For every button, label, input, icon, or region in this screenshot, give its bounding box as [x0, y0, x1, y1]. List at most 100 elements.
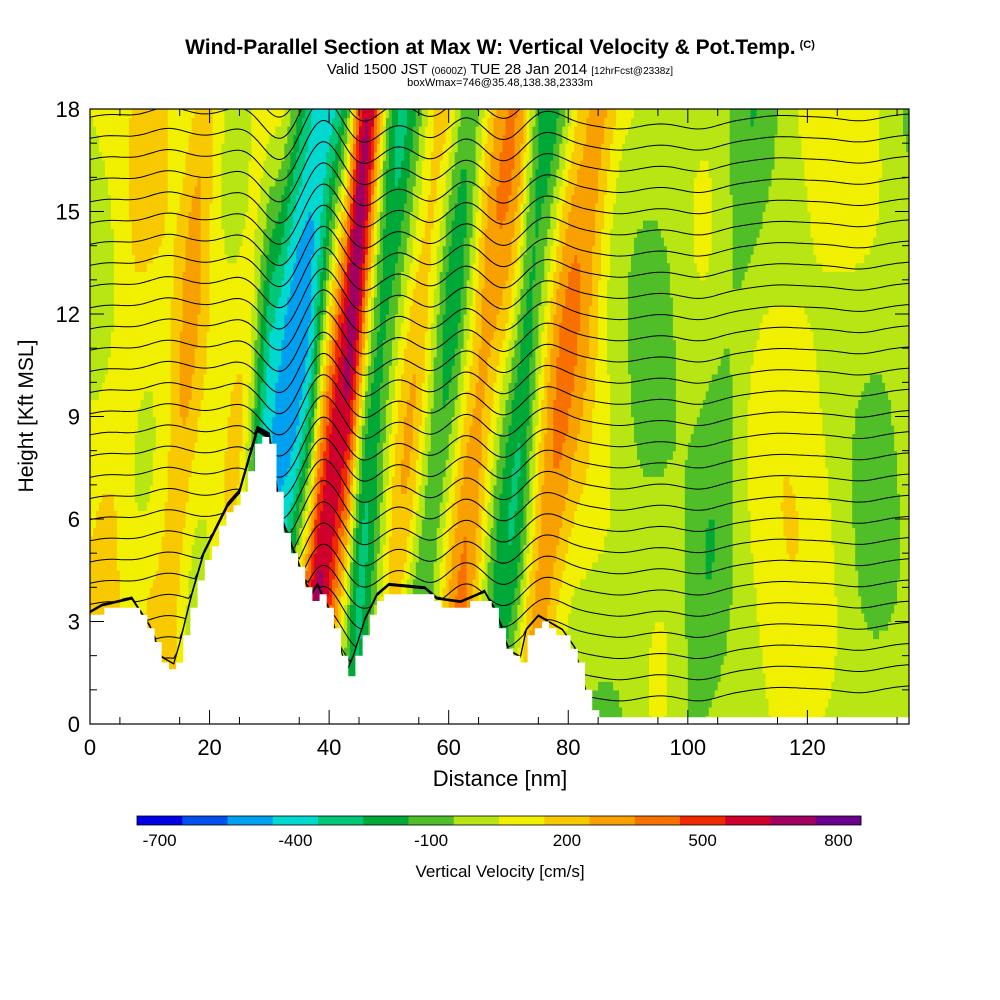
velocity-cell [669, 630, 674, 640]
velocity-cell [882, 638, 886, 648]
velocity-cell [628, 638, 632, 648]
velocity-cell [744, 604, 749, 614]
velocity-cell [906, 672, 909, 682]
velocity-cell [903, 655, 907, 665]
velocity-cell [571, 638, 575, 648]
velocity-cell [816, 655, 820, 665]
velocity-cell [744, 613, 749, 623]
velocity-cell [870, 595, 874, 605]
copyright-mark: (C) [799, 39, 815, 51]
velocity-cell [601, 630, 605, 640]
velocity-cell [885, 689, 889, 699]
velocity-cell [589, 621, 593, 631]
velocity-cell [583, 595, 587, 605]
velocity-cell [798, 672, 802, 682]
velocity-cell [128, 595, 133, 605]
velocity-cell [741, 689, 746, 699]
velocity-cell [825, 672, 829, 682]
velocity-cell [750, 621, 755, 631]
velocity-cell [861, 698, 865, 708]
velocity-cell [660, 647, 665, 657]
velocity-cell [900, 672, 904, 682]
velocity-cell [365, 604, 369, 614]
velocity-cell [705, 638, 710, 648]
velocity-cell [134, 595, 139, 605]
velocity-cell [601, 647, 605, 657]
velocity-cell [840, 689, 844, 699]
velocity-cell [732, 681, 737, 691]
velocity-cell [852, 664, 856, 674]
velocity-cell [705, 621, 710, 631]
velocity-cell [741, 587, 746, 597]
velocity-cell [828, 587, 832, 597]
velocity-cell [326, 595, 330, 605]
velocity-cell [855, 604, 859, 614]
velocity-cell [858, 638, 862, 648]
velocity-cell [861, 587, 865, 597]
velocity-cell [738, 681, 743, 691]
velocity-cell [807, 647, 811, 657]
velocity-cell [717, 698, 722, 708]
velocity-cell [891, 630, 895, 640]
velocity-cell [852, 595, 856, 605]
velocity-cell [687, 664, 692, 674]
velocity-cell [900, 647, 904, 657]
velocity-cell [804, 621, 808, 631]
velocity-cell [666, 638, 671, 648]
velocity-cell [173, 613, 178, 623]
velocity-cell [634, 664, 638, 674]
velocity-cell [649, 630, 653, 640]
velocity-cell [843, 647, 847, 657]
velocity-cell [672, 689, 677, 699]
velocity-cell [705, 613, 710, 623]
velocity-cell [654, 655, 659, 665]
velocity-cell [669, 672, 674, 682]
velocity-cell [610, 672, 614, 682]
velocity-cell [786, 604, 790, 614]
velocity-cell [762, 706, 767, 716]
velocity-cell [777, 604, 782, 614]
velocity-cell [649, 595, 653, 605]
velocity-cell [577, 604, 581, 614]
velocity-cell [738, 604, 743, 614]
velocity-cell [365, 630, 369, 640]
velocity-cell [690, 604, 695, 614]
velocity-cell [852, 613, 856, 623]
velocity-cell [412, 587, 417, 597]
velocity-cell [726, 595, 731, 605]
velocity-cell [822, 630, 826, 640]
velocity-cell [861, 689, 865, 699]
velocity-cell [744, 672, 749, 682]
velocity-cell [768, 655, 773, 665]
velocity-cell [825, 647, 829, 657]
velocity-cell [750, 638, 755, 648]
velocity-cell [720, 706, 725, 716]
velocity-cell [837, 655, 841, 665]
velocity-cell [702, 706, 707, 716]
velocity-cell [834, 689, 838, 699]
velocity-cell [335, 621, 339, 631]
velocity-cell [765, 664, 770, 674]
velocity-cell [732, 630, 737, 640]
velocity-cell [696, 706, 701, 716]
velocity-cell [765, 630, 770, 640]
velocity-cell [610, 698, 614, 708]
velocity-cell [107, 587, 112, 597]
velocity-cell [816, 621, 820, 631]
velocity-cell [116, 587, 121, 597]
velocity-cell [753, 689, 758, 699]
velocity-cell [774, 604, 779, 614]
velocity-cell [888, 698, 892, 708]
velocity-cell [876, 689, 880, 699]
velocity-cell [864, 638, 868, 648]
velocity-cell [801, 698, 805, 708]
velocity-cell [619, 698, 623, 708]
velocity-cell [876, 638, 880, 648]
velocity-cell [362, 613, 366, 623]
velocity-cell [586, 638, 590, 648]
velocity-cell [164, 613, 169, 623]
velocity-cell [849, 595, 853, 605]
velocity-cell [610, 630, 614, 640]
velocity-cell [771, 630, 776, 640]
velocity-cell [885, 638, 889, 648]
